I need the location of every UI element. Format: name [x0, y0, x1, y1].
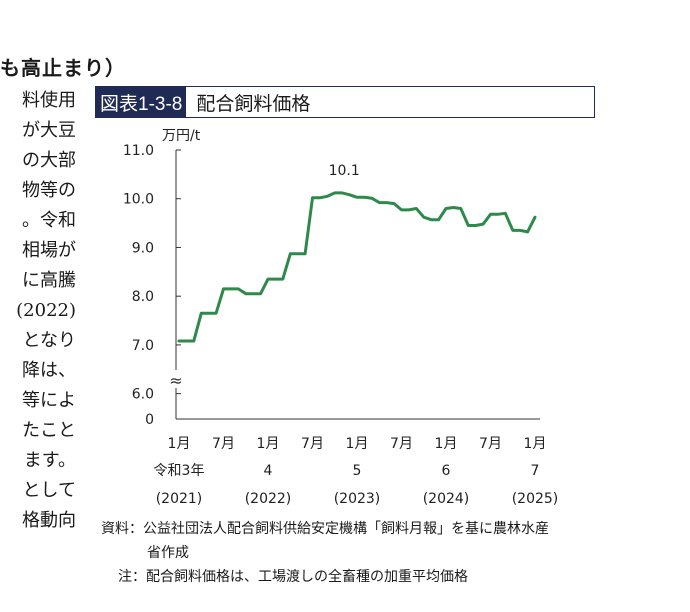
body-text-line: が大豆: [22, 120, 76, 141]
source-note-line1: 資料：公益社団法人配合飼料供給安定機構「飼料月報」を基に農林水産: [101, 521, 549, 537]
figure-title: 配合飼料価格: [196, 93, 311, 115]
body-text-line: 相場が: [22, 240, 76, 261]
x-year-label: 4: [264, 463, 273, 479]
y-tick-label: 7.0: [132, 338, 154, 354]
footnote: 注：配合飼料価格は、工場渡しの全畜種の加重平均価格: [118, 569, 468, 585]
body-text-line: (2022): [16, 300, 76, 321]
body-text-line: として: [22, 480, 76, 501]
x-month-label: 7月: [301, 436, 324, 452]
x-month-label: 1月: [257, 436, 280, 452]
line-chart: ≈11.0 10.0 9.0 8.0 7.0 6.0 0 万円/t 1月 7月 1月 7月 1月 7月 1月…: [123, 128, 559, 507]
x-year-label: 令和3年: [154, 463, 205, 479]
body-text-line: に高騰: [22, 270, 76, 291]
x-year-western-label: (2025): [512, 491, 559, 507]
body-text-line: 物等の: [22, 180, 76, 201]
y-tick-label: 11.0: [123, 143, 154, 159]
body-text-line: 等によ: [22, 390, 76, 411]
x-year-label: 6: [442, 463, 451, 479]
figure-title-box: 図表1-3-8 配合飼料価格: [95, 86, 595, 118]
x-year-label: 7: [531, 463, 540, 479]
x-month-label: 1月: [346, 436, 369, 452]
price-series-line: [177, 191, 537, 343]
y-tick-label: 0: [145, 412, 154, 428]
x-month-label: 7月: [212, 436, 235, 452]
x-month-label: 1月: [435, 436, 458, 452]
x-month-label: 7月: [479, 436, 502, 452]
y-tick-label: 6.0: [132, 387, 154, 403]
x-month-label: 7月: [390, 436, 413, 452]
x-year-western-label: (2022): [245, 491, 292, 507]
body-text-line: となり: [22, 330, 76, 351]
body-text-line: 降は、: [22, 360, 76, 381]
y-tick-label: 10.0: [123, 192, 154, 208]
x-year-western-label: (2023): [334, 491, 381, 507]
body-text-column: 料使用が大豆の大部物等の。令和相場がに高騰 (2022) となり降は、等によたことま…: [0, 86, 76, 536]
x-month-label: 1月: [524, 436, 547, 452]
x-month-label: 1月: [168, 436, 191, 452]
y-tick-label: 8.0: [132, 289, 154, 305]
body-text-line: 。令和: [22, 210, 76, 231]
y-axis-unit: 万円/t: [162, 128, 201, 144]
body-text-line: 料使用: [22, 90, 76, 111]
source-note-line2: 省作成: [147, 545, 189, 561]
axis-break-mark: ≈: [169, 371, 182, 390]
y-tick-label: 9.0: [132, 240, 154, 256]
body-text-line: 格動向: [22, 510, 76, 531]
figure-number: 図表1-3-8: [96, 87, 187, 117]
body-text-line: ます。: [23, 450, 76, 471]
body-text-line: の大部: [22, 150, 76, 171]
section-heading: も高止まり）: [0, 56, 126, 80]
body-text-line: たこと: [22, 420, 76, 441]
x-year-western-label: (2024): [423, 491, 470, 507]
x-year-western-label: (2021): [156, 491, 203, 507]
x-year-label: 5: [353, 463, 362, 479]
peak-annotation: 10.1: [329, 163, 360, 179]
